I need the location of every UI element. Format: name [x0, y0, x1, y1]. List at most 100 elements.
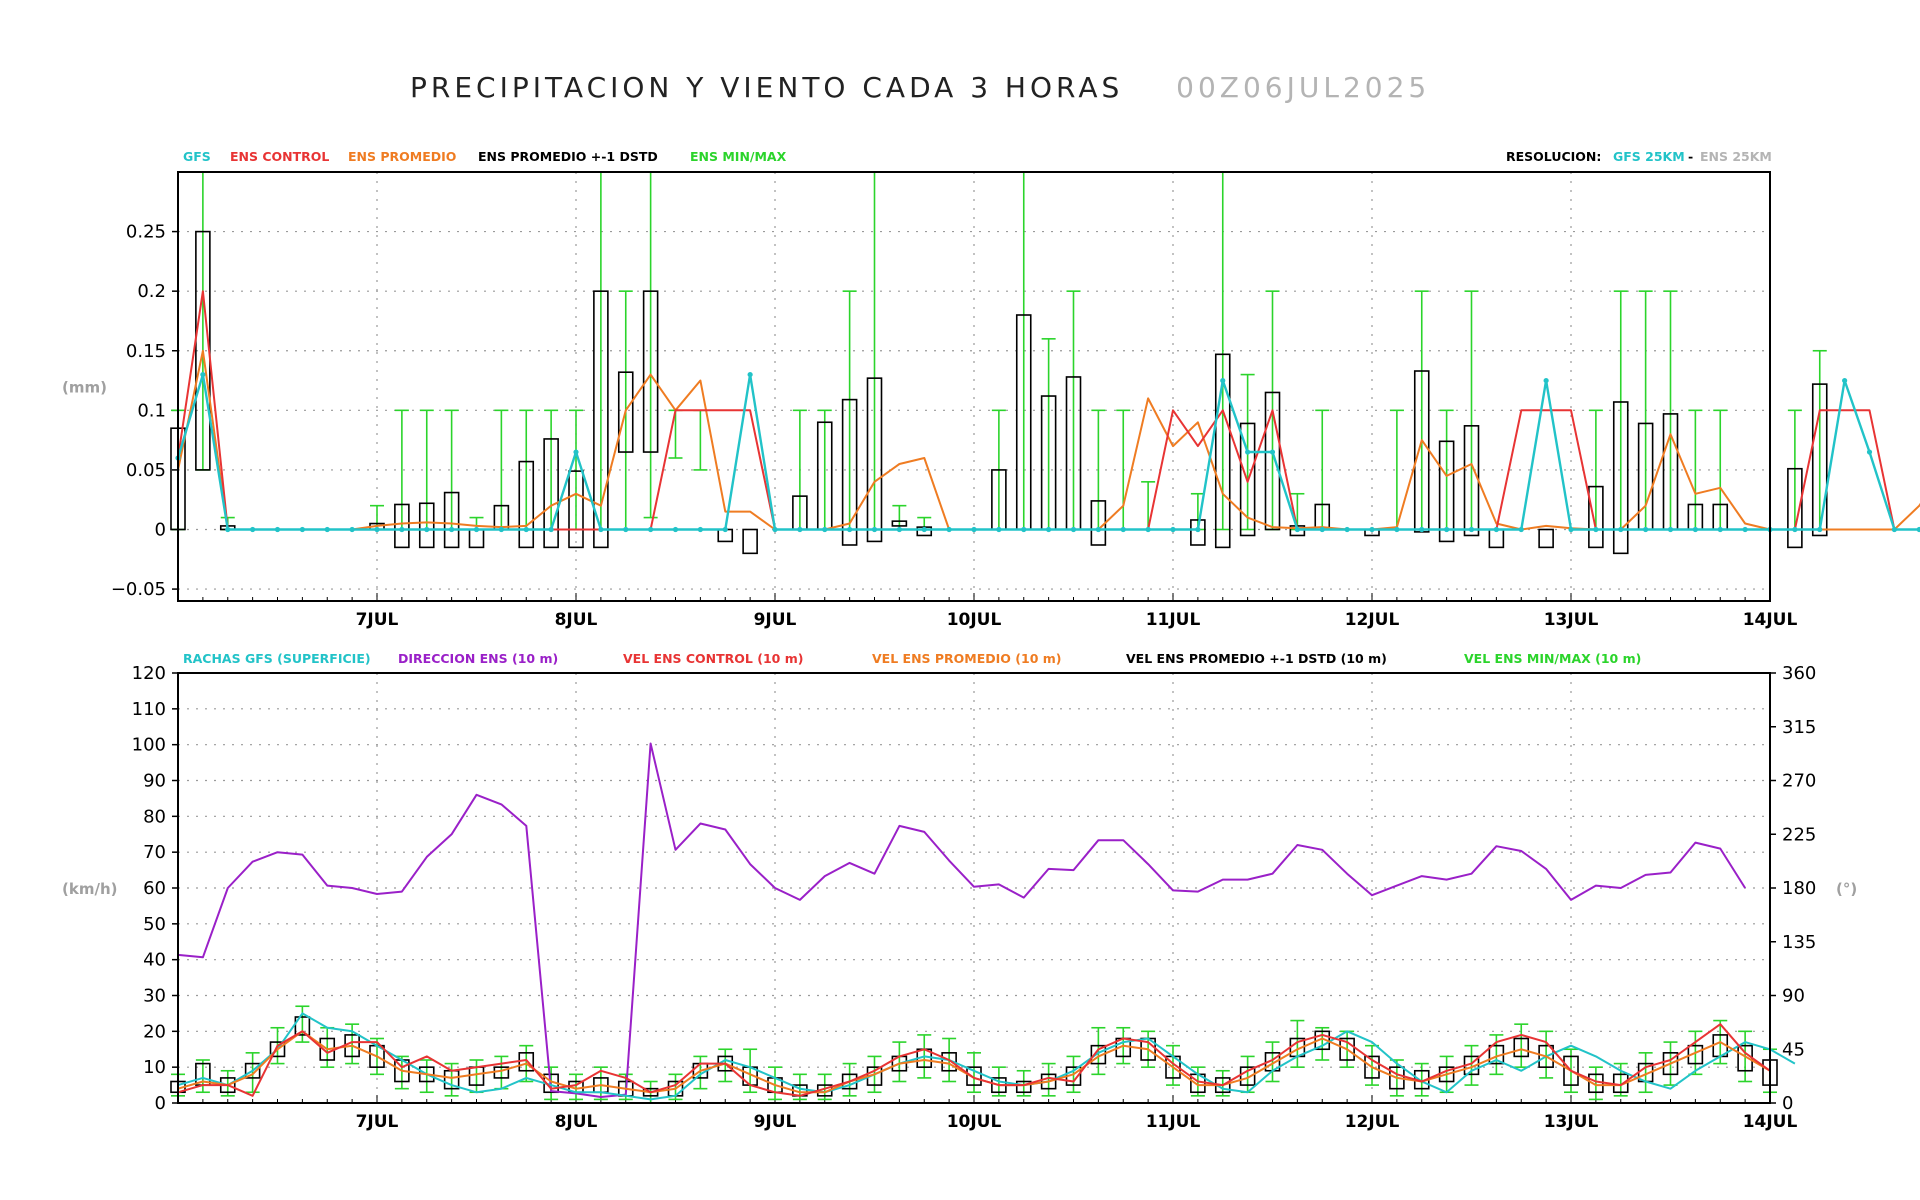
y-tick-label: 0 — [155, 520, 166, 541]
y2-tick-label: 135 — [1782, 932, 1816, 953]
gfs-point — [1717, 526, 1723, 533]
gfs-point — [996, 526, 1002, 533]
y-tick-label: 60 — [143, 878, 166, 899]
gfs-point — [648, 526, 654, 533]
x-tick-label: 7JUL — [356, 610, 399, 630]
gfs-point — [971, 526, 977, 533]
x-tick-label: 14JUL — [1743, 1112, 1798, 1132]
run-date: 00Z06JUL2025 — [1176, 71, 1430, 104]
x-tick-label: 9JUL — [754, 1112, 797, 1132]
gfs-point — [1866, 449, 1873, 455]
y-tick-label: 100 — [132, 735, 166, 756]
x-tick-label: 10JUL — [947, 1112, 1002, 1132]
gfs-point — [1294, 526, 1300, 533]
resolution-separator: - — [1688, 149, 1693, 164]
std-box — [966, 1066, 982, 1086]
gfs-point — [1568, 526, 1574, 533]
std-box — [1687, 1044, 1704, 1065]
resolution-legend: RESOLUCION: GFS 25KM - ENS 25KM — [1506, 149, 1772, 164]
gfs-point — [1916, 526, 1920, 533]
y-tick-label: 0.1 — [137, 400, 166, 421]
std-box — [1811, 383, 1828, 537]
gfs-point — [722, 526, 728, 533]
gfs-point — [1195, 526, 1201, 533]
std-box — [866, 377, 883, 543]
std-box — [1264, 391, 1281, 531]
y-tick-label: 0.05 — [126, 460, 166, 481]
x-tick-label: 13JUL — [1544, 1112, 1599, 1132]
gfs-point — [1046, 526, 1052, 533]
x-tick-label: 12JUL — [1345, 610, 1400, 630]
gfs-point — [498, 526, 504, 533]
gfs-point — [1692, 526, 1698, 533]
gfs-point — [523, 526, 529, 533]
precip-legend-item: GFS — [183, 149, 211, 164]
precip-legend-item: ENS PROMEDIO — [348, 149, 456, 164]
x-tick-label: 13JUL — [1544, 610, 1599, 630]
std-box — [1538, 528, 1554, 549]
gfs-point — [200, 371, 206, 378]
std-box — [1438, 440, 1455, 543]
y2-tick-label: 0 — [1782, 1093, 1793, 1114]
plot-frame — [177, 171, 1771, 602]
gfs-point — [598, 526, 604, 533]
y2-tick-label: 360 — [1782, 663, 1816, 684]
gfs-point — [1145, 526, 1151, 533]
gfs-point — [1817, 526, 1823, 533]
gfs-point — [1394, 526, 1400, 533]
gfs-point — [1891, 526, 1897, 533]
gfs-point — [274, 526, 281, 533]
gfs-point — [797, 526, 803, 533]
gfs-point — [822, 526, 828, 533]
y-axis-label: (km/h) — [62, 880, 117, 898]
y-tick-label: 0.25 — [126, 222, 166, 243]
std-box — [1015, 1080, 1032, 1094]
x-tick-label: 11JUL — [1146, 610, 1201, 630]
series-control — [177, 290, 1920, 531]
std-box — [394, 503, 410, 549]
std-box — [294, 1016, 311, 1036]
y2-tick-label: 90 — [1782, 986, 1805, 1007]
std-box — [518, 460, 535, 549]
gfs-point — [747, 371, 753, 378]
precip-legend: GFS ENS CONTROL ENS PROMEDIO ENS PROMEDIO +… — [183, 149, 787, 164]
series-gfs — [176, 373, 1920, 531]
gfs-point — [871, 526, 878, 533]
precip-panel: −0.05 0 0.05 0.1 0.15 0.2 0.25 (mm) 7JUL 8JUL 9JUL… — [62, 171, 1920, 630]
resolution-gfs: GFS 25KM — [1613, 149, 1685, 164]
x-tick-label: 8JUL — [555, 610, 598, 630]
wind-legend-item: DIRECCION ENS (10 m) — [398, 651, 558, 666]
y-tick-label: 0.2 — [137, 281, 166, 302]
y-tick-label: −0.05 — [111, 579, 166, 600]
gfs-point — [697, 526, 703, 533]
gfs-point — [921, 526, 927, 533]
y-axis-label: (mm) — [62, 379, 107, 397]
gfs-point — [449, 526, 455, 533]
precip-legend-item: ENS PROMEDIO +-1 DSTD — [478, 149, 658, 164]
gfs-point — [374, 526, 380, 533]
std-box — [593, 290, 609, 549]
resolution-label: RESOLUCION: — [1506, 149, 1601, 164]
std-box — [1090, 1044, 1107, 1065]
gfs-point — [1095, 526, 1101, 533]
title-text: PRECIPITACION Y VIENTO CADA 3 HORAS — [410, 71, 1123, 104]
wind-legend-item: VEL ENS MIN/MAX (10 m) — [1464, 651, 1641, 666]
y2-tick-label: 270 — [1782, 771, 1816, 792]
gfs-point — [548, 526, 554, 533]
std-box — [891, 520, 908, 527]
y-tick-label: 110 — [132, 699, 166, 720]
y-tick-label: 40 — [143, 950, 166, 971]
y-tick-label: 120 — [132, 663, 166, 684]
gfs-point — [349, 526, 355, 533]
gfs-point — [1792, 526, 1798, 533]
gfs-point — [1667, 526, 1674, 533]
std-box — [1040, 1073, 1057, 1090]
std-box — [1538, 1044, 1554, 1068]
y-tick-label: 0.15 — [126, 341, 166, 362]
gfs-point — [1444, 526, 1450, 533]
resolution-ens: ENS 25KM — [1700, 149, 1772, 164]
gfs-point — [1493, 526, 1499, 533]
gfs-point — [1643, 526, 1649, 533]
chart-title: PRECIPITACION Y VIENTO CADA 3 HORAS 00Z0… — [410, 71, 1430, 104]
